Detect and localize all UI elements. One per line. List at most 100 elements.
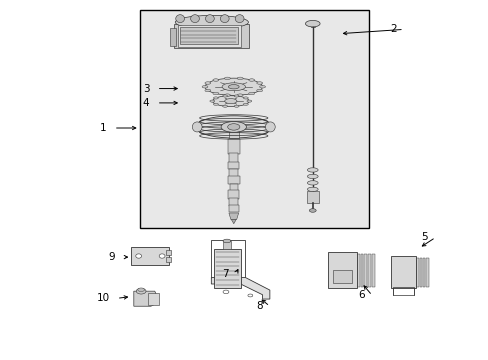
Bar xyxy=(392,287,413,295)
Ellipse shape xyxy=(307,187,318,192)
Ellipse shape xyxy=(204,78,262,95)
Text: 7: 7 xyxy=(221,269,228,279)
Bar xyxy=(229,184,237,191)
Bar xyxy=(177,25,241,46)
Bar xyxy=(228,162,239,169)
Bar xyxy=(229,168,238,177)
Polygon shape xyxy=(231,220,236,224)
Ellipse shape xyxy=(235,15,244,23)
Ellipse shape xyxy=(248,92,254,95)
Ellipse shape xyxy=(222,95,227,97)
Bar xyxy=(228,190,239,199)
Ellipse shape xyxy=(212,96,248,107)
Bar xyxy=(166,257,171,262)
Ellipse shape xyxy=(220,15,229,23)
Polygon shape xyxy=(228,213,238,220)
Ellipse shape xyxy=(175,15,248,29)
Text: 10: 10 xyxy=(96,293,109,303)
Text: 6: 6 xyxy=(358,291,364,301)
Ellipse shape xyxy=(195,116,272,138)
Ellipse shape xyxy=(305,21,320,27)
Bar xyxy=(223,241,230,249)
Bar xyxy=(227,139,239,154)
Bar xyxy=(227,176,239,184)
Ellipse shape xyxy=(237,77,243,80)
Bar xyxy=(173,24,249,48)
Bar xyxy=(422,258,425,287)
Ellipse shape xyxy=(222,83,245,91)
Bar xyxy=(306,191,318,203)
Bar xyxy=(426,258,428,287)
Ellipse shape xyxy=(175,15,184,23)
Ellipse shape xyxy=(256,82,262,84)
Ellipse shape xyxy=(237,94,243,96)
Polygon shape xyxy=(134,291,157,306)
Ellipse shape xyxy=(204,89,210,92)
Bar xyxy=(228,131,238,138)
Ellipse shape xyxy=(247,294,252,297)
Bar xyxy=(367,254,370,287)
Ellipse shape xyxy=(265,122,275,132)
Bar xyxy=(415,258,418,287)
Ellipse shape xyxy=(212,92,218,95)
Bar xyxy=(419,258,421,287)
Bar xyxy=(328,252,356,288)
Ellipse shape xyxy=(192,122,202,132)
Text: 1: 1 xyxy=(100,123,106,133)
Bar xyxy=(214,249,241,288)
Bar xyxy=(371,254,374,287)
Bar xyxy=(229,198,238,206)
Ellipse shape xyxy=(224,94,230,96)
Ellipse shape xyxy=(259,86,265,88)
Text: 2: 2 xyxy=(389,24,396,35)
Ellipse shape xyxy=(213,97,218,99)
Bar xyxy=(148,293,159,305)
Ellipse shape xyxy=(234,105,239,107)
Polygon shape xyxy=(211,278,269,299)
Bar xyxy=(356,254,359,287)
Ellipse shape xyxy=(223,290,228,294)
Ellipse shape xyxy=(190,15,199,23)
Ellipse shape xyxy=(307,181,318,185)
Ellipse shape xyxy=(234,95,239,97)
Text: 4: 4 xyxy=(142,98,149,108)
Ellipse shape xyxy=(138,288,144,292)
Ellipse shape xyxy=(205,15,214,23)
Bar xyxy=(211,240,245,278)
Ellipse shape xyxy=(212,79,218,81)
Ellipse shape xyxy=(224,77,230,80)
Bar xyxy=(170,28,176,45)
Ellipse shape xyxy=(223,239,230,243)
Ellipse shape xyxy=(256,89,262,92)
Ellipse shape xyxy=(248,79,254,81)
Bar xyxy=(228,205,238,212)
Ellipse shape xyxy=(227,124,240,130)
Ellipse shape xyxy=(243,103,248,105)
Bar xyxy=(332,270,351,283)
Ellipse shape xyxy=(213,103,218,105)
Bar xyxy=(360,254,363,287)
Text: 5: 5 xyxy=(421,232,427,242)
Ellipse shape xyxy=(209,100,214,102)
Ellipse shape xyxy=(224,99,237,104)
Text: 8: 8 xyxy=(255,301,262,311)
Bar xyxy=(180,27,237,44)
Ellipse shape xyxy=(307,168,318,172)
Ellipse shape xyxy=(309,209,316,212)
Bar xyxy=(166,249,171,255)
Bar xyxy=(229,153,238,163)
Ellipse shape xyxy=(222,105,227,107)
Text: 3: 3 xyxy=(142,84,149,94)
Text: 9: 9 xyxy=(108,252,115,262)
Bar xyxy=(140,10,368,228)
Ellipse shape xyxy=(159,254,164,258)
Bar xyxy=(364,254,366,287)
Bar xyxy=(131,247,169,265)
Ellipse shape xyxy=(136,288,146,294)
Ellipse shape xyxy=(228,85,239,89)
Ellipse shape xyxy=(221,122,246,132)
Bar xyxy=(390,256,415,288)
Ellipse shape xyxy=(307,174,318,179)
Ellipse shape xyxy=(246,100,251,102)
Ellipse shape xyxy=(243,97,248,99)
